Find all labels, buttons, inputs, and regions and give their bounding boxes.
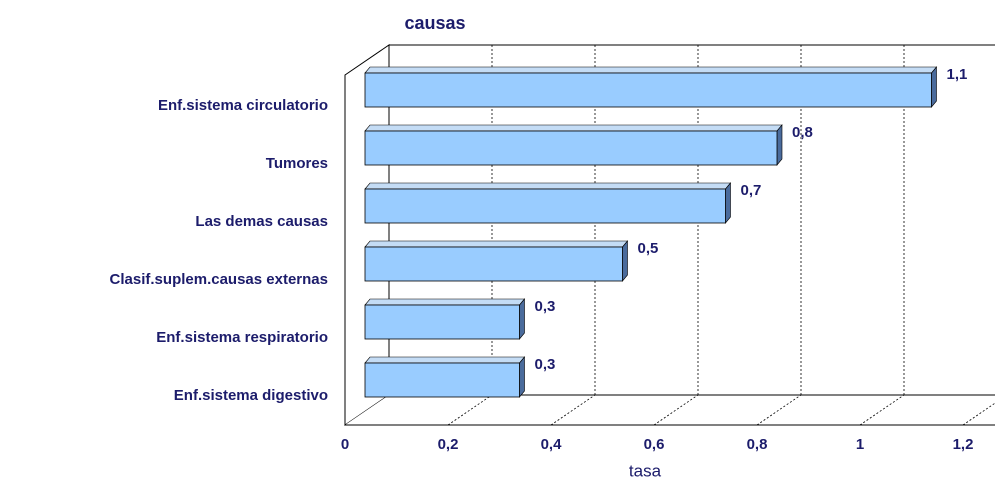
value-label: 0,5	[638, 240, 659, 257]
value-label: 0,3	[535, 356, 556, 373]
y-tick-label: Clasif.suplem.causas externas	[110, 271, 328, 288]
bar-top	[364, 240, 629, 248]
x-tick-label: 1,2	[953, 436, 974, 453]
chart-title: causas	[404, 13, 465, 33]
value-label: 0,3	[535, 298, 556, 315]
bar	[364, 362, 520, 398]
value-label: 0,7	[741, 182, 762, 199]
bar	[364, 72, 932, 108]
floor	[345, 395, 995, 425]
x-tick-label: 0,8	[747, 436, 768, 453]
bar-top	[364, 298, 526, 306]
bar	[364, 188, 726, 224]
bar-top	[364, 124, 783, 132]
x-tick-label: 0,2	[438, 436, 459, 453]
y-tick-label: Enf.sistema digestivo	[174, 387, 328, 404]
x-tick-label: 0	[341, 436, 349, 453]
bar-side	[519, 298, 525, 340]
bar-side	[776, 124, 783, 166]
x-axis-title: tasa	[629, 461, 662, 480]
bar	[364, 304, 520, 340]
bar-side	[931, 66, 937, 108]
floor-grid-line	[653, 394, 699, 426]
floor-grid-line	[447, 394, 493, 426]
bar-top	[364, 66, 938, 74]
floor-grid-line	[962, 402, 995, 426]
bar	[364, 246, 623, 282]
floor-grid-line	[859, 394, 905, 426]
x-tick-label: 0,6	[644, 436, 665, 453]
bar-top	[364, 182, 732, 190]
floor-grid-line	[756, 394, 802, 426]
floor-grid-line	[550, 394, 596, 426]
x-tick-label: 0,4	[541, 436, 563, 453]
value-label: 0,8	[792, 124, 813, 141]
y-tick-label: Enf.sistema circulatorio	[158, 97, 328, 114]
x-tick-label: 1	[856, 436, 864, 453]
y-tick-label: Las demas causas	[195, 213, 328, 230]
bar-side	[725, 182, 731, 224]
bar	[364, 130, 778, 166]
bar-top	[364, 356, 526, 364]
bar-side	[519, 356, 525, 398]
y-tick-label: Enf.sistema respiratorio	[156, 329, 328, 346]
value-label: 1,1	[947, 66, 968, 83]
y-tick-label: Tumores	[266, 155, 328, 172]
bar-side	[622, 240, 628, 282]
